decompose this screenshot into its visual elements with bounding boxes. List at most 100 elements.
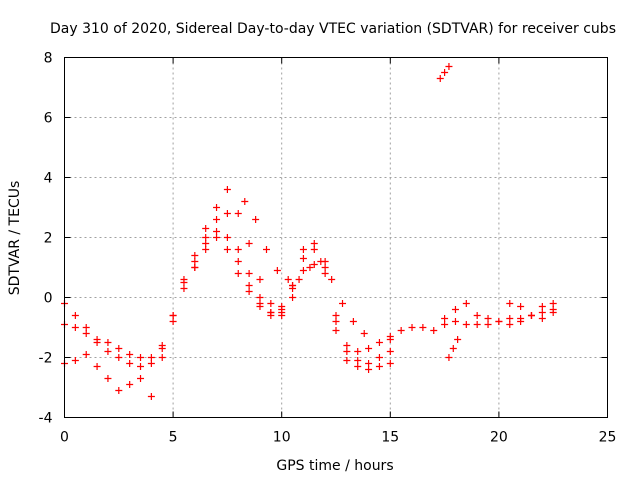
y-tick-label: 4 (44, 171, 53, 187)
data-point (147, 354, 155, 361)
data-point (267, 300, 275, 307)
data-point (365, 366, 373, 373)
data-point (339, 300, 347, 307)
x-tick-labels: 0 5 10 15 20 25 (60, 430, 616, 446)
data-point (321, 270, 329, 277)
series-track-4 (191, 234, 297, 316)
y-tick-label: 6 (44, 111, 53, 127)
data-point (506, 315, 514, 322)
data-point (213, 204, 221, 211)
data-point (245, 240, 253, 247)
data-point (234, 270, 242, 277)
data-point (126, 351, 134, 358)
y-tick-label: 2 (44, 231, 53, 247)
data-point (310, 261, 318, 268)
data-point (375, 339, 383, 346)
data-point (354, 357, 362, 364)
data-point (267, 309, 275, 316)
data-point (115, 387, 123, 394)
data-point (343, 348, 351, 355)
data-point (343, 342, 351, 349)
data-point (256, 294, 264, 301)
y-tick-label: 0 (44, 291, 53, 307)
data-point (234, 246, 242, 253)
data-point (202, 225, 210, 232)
data-point (310, 246, 318, 253)
data-point (306, 264, 314, 271)
data-point (213, 228, 221, 235)
data-point (365, 360, 373, 367)
data-point (441, 321, 449, 328)
data-point (549, 309, 557, 316)
data-point (527, 312, 535, 319)
data-point (82, 324, 90, 331)
data-point (115, 345, 123, 352)
grid (64, 57, 608, 418)
data-point (147, 393, 155, 400)
data-point (386, 348, 394, 355)
data-point (484, 321, 492, 328)
data-point (158, 342, 166, 349)
data-point (441, 69, 449, 76)
y-tick-label: -4 (39, 411, 53, 427)
data-point (506, 300, 514, 307)
data-point (223, 246, 231, 253)
data-point (354, 363, 362, 370)
data-point (462, 321, 470, 328)
data-point (538, 309, 546, 316)
y-tick-label: -2 (39, 351, 53, 367)
data-point (445, 63, 453, 70)
data-point (93, 363, 101, 370)
data-point (245, 288, 253, 295)
series-track-8 (506, 300, 557, 322)
x-tick-label: 15 (381, 430, 399, 446)
data-point (310, 240, 318, 247)
data-point (241, 198, 249, 205)
data-point (169, 318, 177, 325)
data-point (137, 363, 145, 370)
data-point (104, 375, 112, 382)
x-tick-label: 10 (273, 430, 291, 446)
series-track-2 (61, 210, 394, 367)
data-point (126, 381, 134, 388)
data-point (202, 246, 210, 253)
data-point (462, 300, 470, 307)
data-point (273, 267, 281, 274)
data-point (386, 360, 394, 367)
data-point (419, 324, 427, 331)
data-point (223, 234, 231, 241)
data-point (289, 294, 297, 301)
data-point (126, 360, 134, 367)
series-track-5 (241, 198, 368, 337)
data-point (289, 285, 297, 292)
data-point (454, 336, 462, 343)
series-track-10 (436, 63, 453, 82)
data-point (245, 282, 253, 289)
data-points (61, 63, 557, 400)
x-axis-label: GPS time / hours (276, 458, 393, 474)
data-point (245, 270, 253, 277)
data-point (256, 276, 264, 283)
data-point (299, 255, 307, 262)
data-point (262, 246, 270, 253)
x-tick-label: 0 (60, 430, 69, 446)
data-point (328, 276, 336, 283)
data-point (517, 303, 525, 310)
data-point (82, 330, 90, 337)
data-point (365, 345, 373, 352)
data-point (278, 303, 286, 310)
data-point (137, 375, 145, 382)
data-point (295, 276, 303, 283)
series-track-9 (445, 336, 462, 361)
data-point (180, 279, 188, 286)
data-point (299, 246, 307, 253)
data-point (332, 327, 340, 334)
data-point (93, 336, 101, 343)
plot-frame (64, 57, 608, 418)
data-point (191, 264, 199, 271)
data-point (115, 354, 123, 361)
data-point (71, 357, 79, 364)
data-point (71, 324, 79, 331)
data-point (408, 324, 416, 331)
